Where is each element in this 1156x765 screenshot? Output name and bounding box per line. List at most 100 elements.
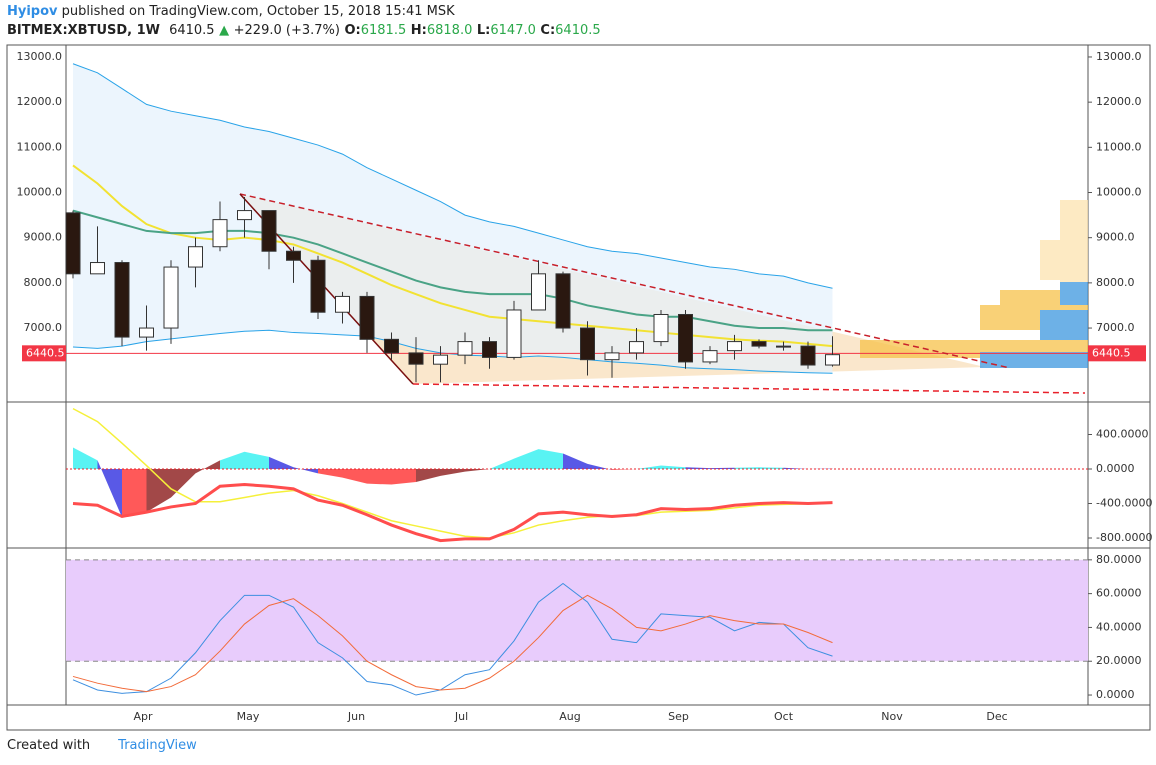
y-tick-label: 60.0000 — [1096, 587, 1142, 600]
x-tick-label: Aug — [559, 710, 580, 723]
histogram-area — [563, 453, 588, 470]
y-tick-label-left: 13000.0 — [17, 50, 63, 63]
created: Created with — [7, 738, 91, 753]
o-value: 6181.5 — [360, 23, 407, 38]
histogram-area — [367, 469, 392, 485]
histogram-area — [122, 469, 147, 518]
volume-profile — [860, 200, 1088, 368]
candle-body — [678, 313, 693, 363]
histogram-area — [759, 467, 784, 470]
y-tick-label: 11000.0 — [1096, 140, 1142, 153]
histogram-area — [73, 447, 98, 470]
histogram-area — [269, 456, 294, 470]
last: 6410.5 — [169, 23, 215, 38]
candle-body — [384, 338, 399, 354]
y-tick-label: 0.0000 — [1096, 688, 1135, 701]
candle-body — [212, 219, 228, 248]
candle-body — [580, 327, 595, 361]
brand: TradingView — [118, 738, 197, 753]
candle-body — [286, 250, 301, 261]
candle-body — [776, 345, 791, 348]
ma-line — [72, 164, 833, 348]
histogram-area — [514, 449, 539, 470]
x-tick-label: Sep — [668, 710, 689, 723]
ma-line — [72, 209, 833, 332]
candle-body — [629, 341, 644, 354]
candle-body — [139, 327, 154, 338]
candle-body — [555, 273, 571, 329]
candle-body — [261, 210, 277, 252]
histogram-area — [734, 467, 759, 470]
histogram-area — [244, 451, 269, 470]
x-tick-label: Nov — [881, 710, 903, 723]
candle-body — [65, 212, 81, 275]
y-tick-label: 9000.0 — [1096, 231, 1135, 244]
y-tick-label-left: 10000.0 — [17, 186, 63, 199]
x-tick-label: May — [237, 710, 260, 723]
c-label: C: — [540, 23, 556, 38]
y-tick-label-left: 9000.0 — [24, 231, 63, 244]
y-tick-label: -800.0000 — [1096, 531, 1152, 544]
trend-line — [412, 383, 1086, 394]
y-tick-label: 12000.0 — [1096, 95, 1142, 108]
candle-body — [114, 262, 130, 338]
y-tick-label: 40.0000 — [1096, 620, 1142, 633]
change: +229.0 (+3.7%) — [233, 23, 340, 38]
x-tick-label: Apr — [133, 710, 153, 723]
l-label: L: — [476, 23, 491, 38]
y-tick-label-left: 11000.0 — [17, 140, 63, 153]
y-tick-label-left: 7000.0 — [24, 321, 63, 334]
y-tick-label: 13000.0 — [1096, 50, 1142, 63]
candle-body — [188, 246, 203, 268]
histogram-area — [318, 469, 343, 478]
histogram-area — [171, 469, 196, 498]
histogram-area — [391, 469, 416, 485]
stoch-line — [72, 594, 833, 693]
trend-line — [239, 193, 1011, 369]
histogram-area — [416, 469, 441, 482]
x-tick-label: Jun — [347, 710, 365, 723]
l-value: 6147.0 — [490, 23, 536, 38]
histogram-area — [710, 467, 735, 470]
candle-body — [531, 273, 546, 311]
candle-body — [727, 341, 742, 352]
price-badge-label: 6440.5 — [1092, 346, 1131, 359]
y-tick-label: 8000.0 — [1096, 276, 1135, 289]
h-value: 6818.0 — [426, 23, 473, 38]
y-tick-label: 10000.0 — [1096, 186, 1142, 199]
published: published on TradingView.com, October 15… — [57, 4, 455, 19]
y-tick-label: 20.0000 — [1096, 654, 1142, 667]
candle-body — [653, 313, 669, 343]
macd-line — [72, 483, 833, 543]
header: Hyipov published on TradingView.com, Oct… — [7, 4, 601, 38]
symbol: BITMEX:XBTUSD, 1W — [7, 23, 161, 38]
author: Hyipov — [7, 4, 58, 19]
o-label: O: — [344, 23, 361, 38]
h-label: H: — [410, 23, 427, 38]
price-badge — [22, 345, 66, 362]
candle-body — [335, 295, 350, 313]
histogram-area — [195, 460, 220, 474]
candle-body — [825, 354, 840, 366]
candle-body — [457, 341, 473, 356]
y-tick-label: 80.0000 — [1096, 553, 1142, 566]
candle-body — [482, 341, 497, 358]
footer: Created with TradingView — [7, 738, 197, 753]
y-tick-label: -400.0000 — [1096, 497, 1152, 510]
histogram-area — [587, 463, 612, 470]
y-tick-label-left: 8000.0 — [24, 276, 63, 289]
histogram-area — [465, 469, 490, 472]
candle-body — [604, 352, 620, 361]
y-tick-label: 0.0000 — [1096, 462, 1135, 475]
y-tick-label: 400.0000 — [1096, 428, 1149, 441]
candle-body — [310, 259, 326, 313]
y-tick-label-left: 12000.0 — [17, 95, 63, 108]
c-value: 6410.5 — [555, 23, 601, 38]
stoch-band — [66, 559, 1088, 662]
candle-body — [408, 352, 424, 365]
x-tick-label: Jul — [454, 710, 468, 723]
histogram-area — [489, 458, 514, 470]
histogram-area — [661, 465, 686, 470]
price-badge — [1088, 345, 1146, 362]
histogram-area — [97, 460, 122, 518]
